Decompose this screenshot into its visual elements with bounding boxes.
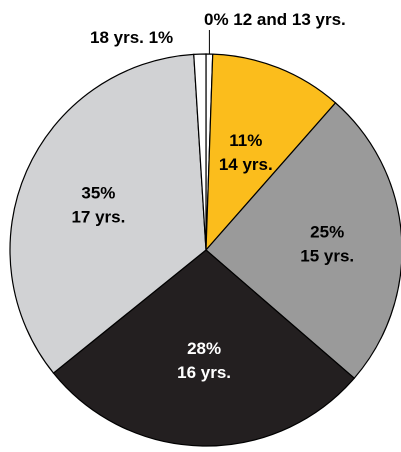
slice-category-label-15-yrs: 15 yrs. <box>300 247 354 266</box>
pie-slice-17-yrs <box>9 53 207 374</box>
pie-slice-14-yrs <box>205 53 337 252</box>
pie-slice-15-yrs <box>205 102 401 380</box>
slice-percent-label-14-yrs: 11% <box>229 131 262 150</box>
slice-category-label-14-yrs: 14 yrs. <box>219 155 273 174</box>
labels-layer: 0% 12 and 13 yrs. 18 yrs. 1% 11% 14 yrs. 2… <box>71 10 354 382</box>
slices-layer <box>9 53 401 447</box>
slice-category-label-17-yrs: 17 yrs. <box>71 208 125 227</box>
pie-slice-16-yrs <box>52 249 356 447</box>
slice-percent-label-16-yrs: 28% <box>187 339 221 358</box>
slice-percent-label-15-yrs: 25% <box>310 223 344 242</box>
slice-category-label-16-yrs: 16 yrs. <box>177 363 231 382</box>
outside-label-12-13-yrs: 0% 12 and 13 yrs. <box>204 10 346 29</box>
slice-percent-label-17-yrs: 35% <box>81 184 115 203</box>
pie-slice-18-yrs <box>193 53 207 251</box>
outside-label-18-yrs: 18 yrs. 1% <box>90 28 173 47</box>
